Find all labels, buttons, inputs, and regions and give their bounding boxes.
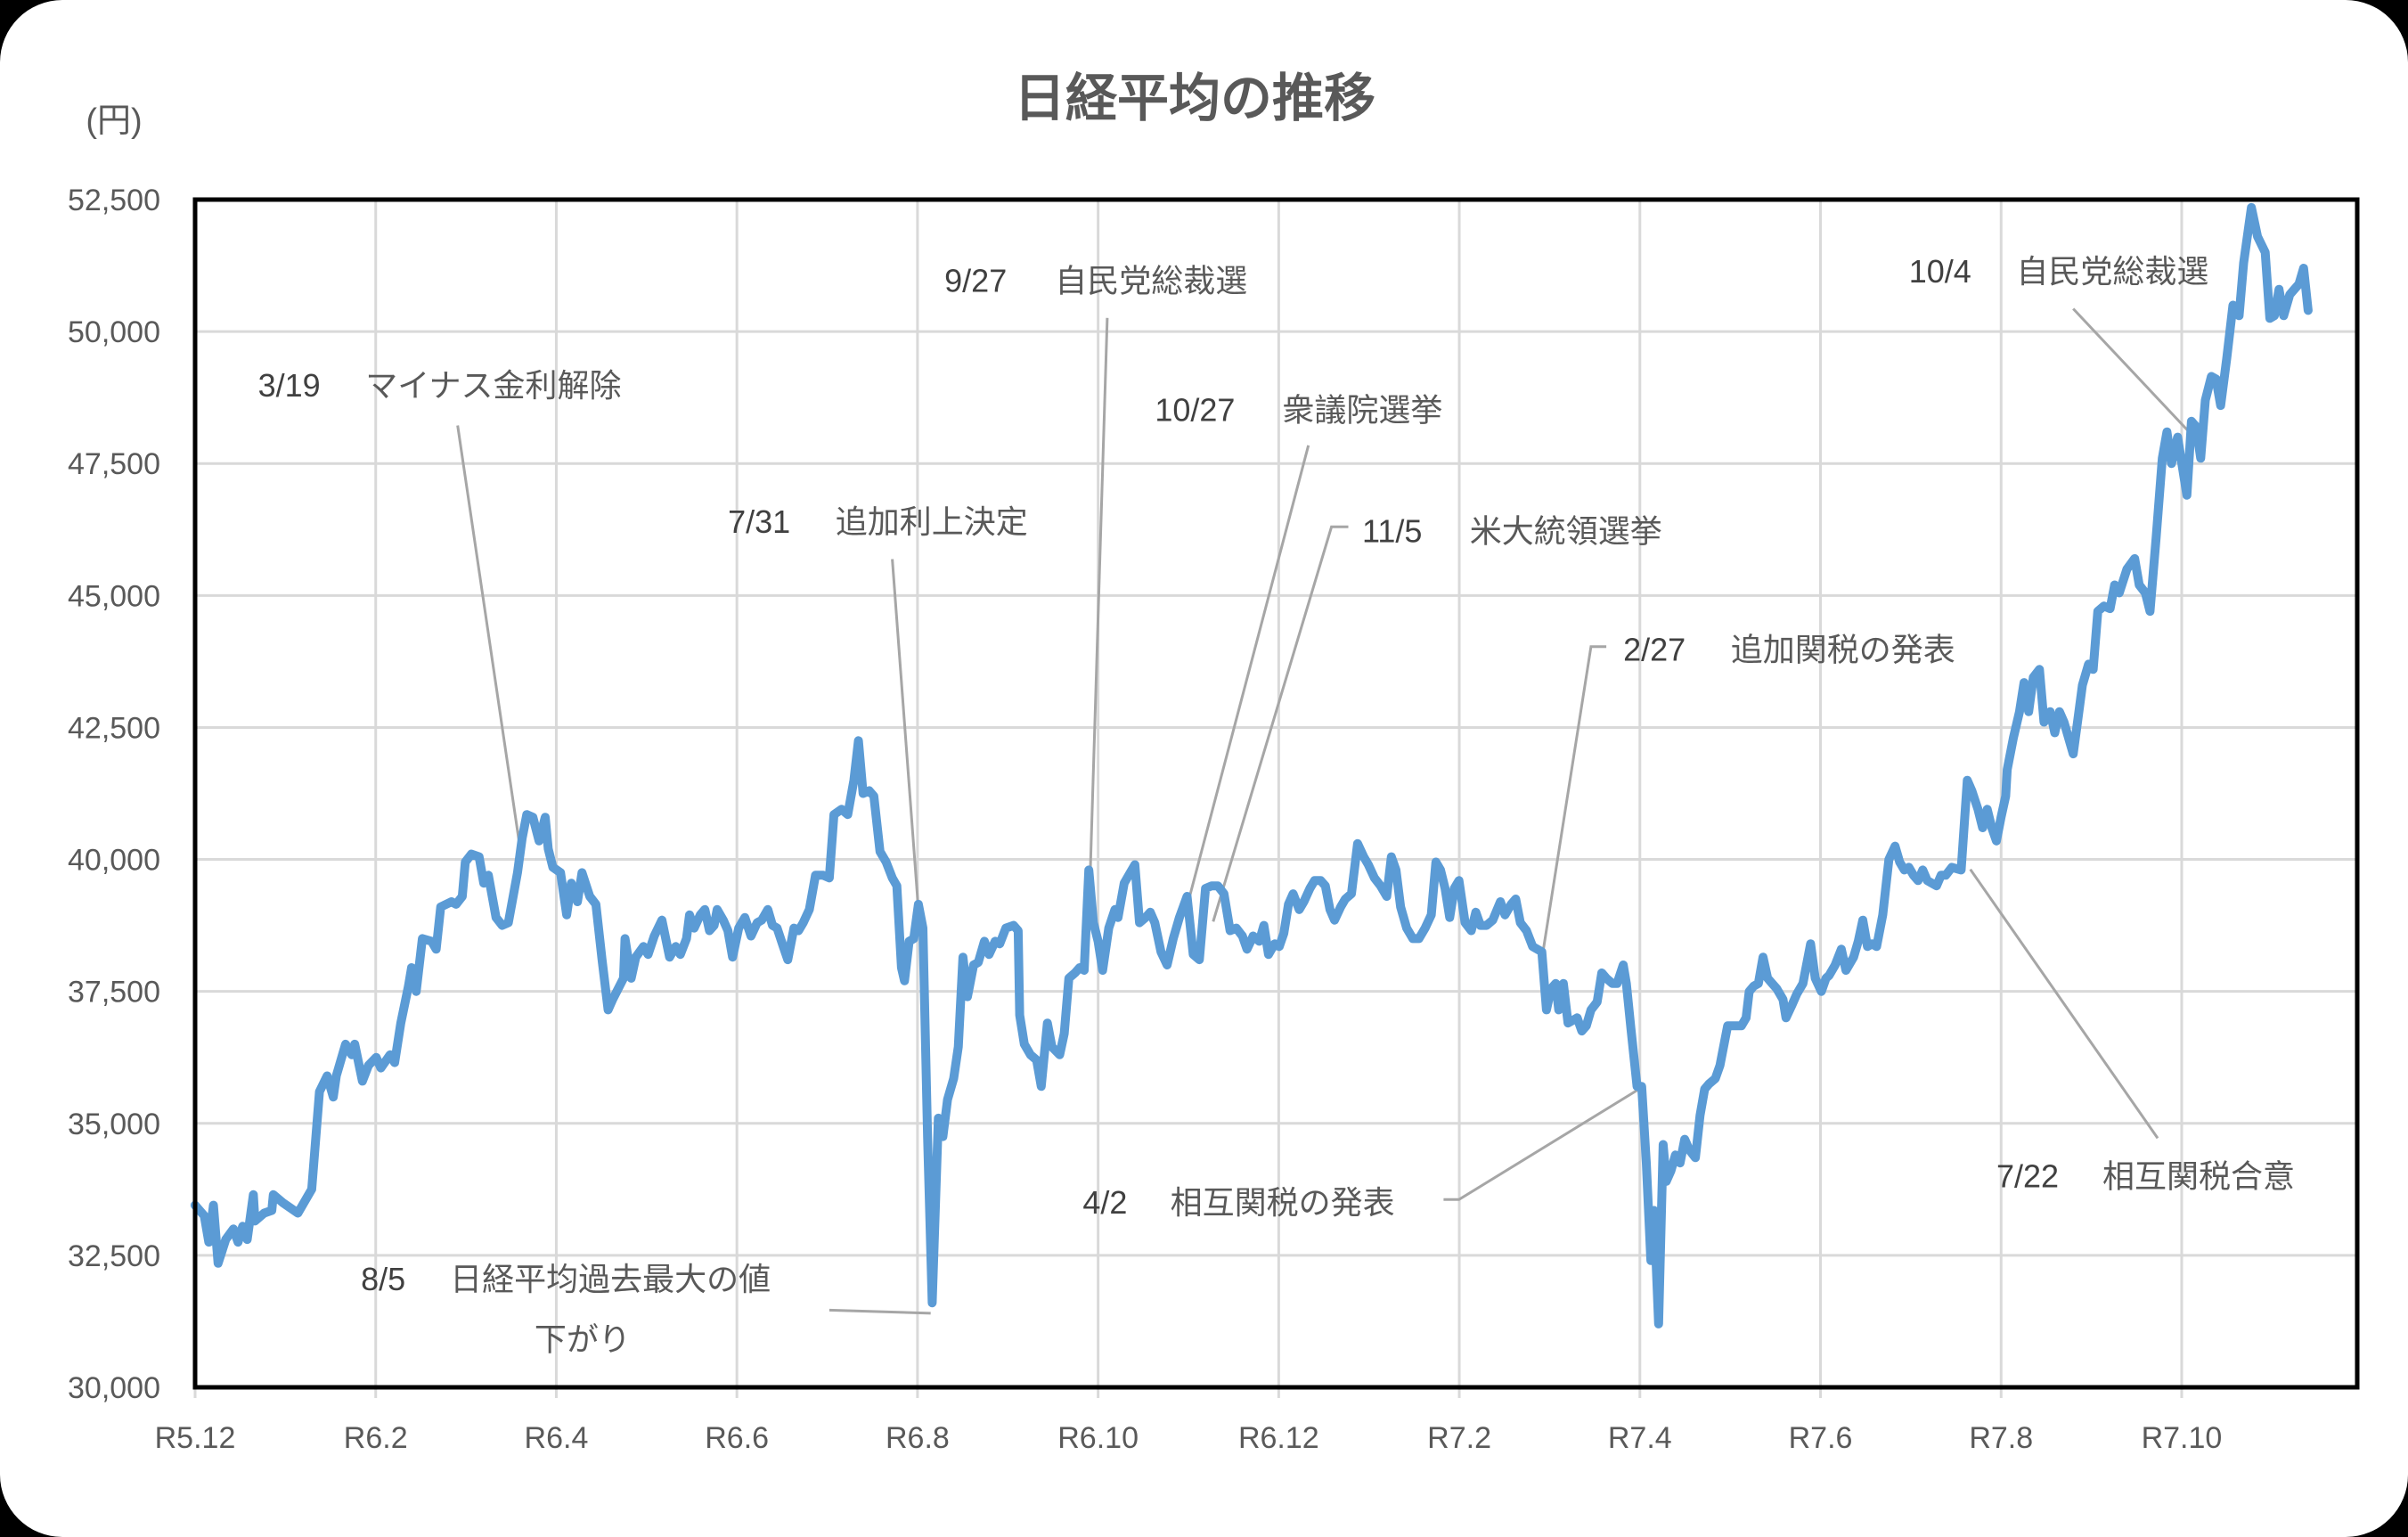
x-tick-label: R7.2 <box>1427 1421 1491 1455</box>
annotation-text: マイナス金利解除 <box>365 368 621 405</box>
y-axis-unit: (円) <box>86 102 142 140</box>
x-tick-label: R6.6 <box>705 1421 769 1455</box>
x-tick-label: R6.12 <box>1238 1421 1319 1455</box>
annotation-text: 日経平均過去最大の値 <box>450 1262 771 1298</box>
annotation-date: 9/27 <box>944 263 1007 299</box>
annotation-date: 7/22 <box>1996 1158 2059 1195</box>
y-tick-label: 42,500 <box>68 711 160 745</box>
x-tick-label: R7.10 <box>2142 1421 2223 1455</box>
x-tick-label: R7.4 <box>1608 1421 1672 1455</box>
x-tick-label: R6.10 <box>1057 1421 1139 1455</box>
annotation-date: 7/31 <box>728 503 790 540</box>
annotation-date: 10/27 <box>1155 391 1235 428</box>
annotation-leader-lines <box>456 307 2198 1315</box>
leader-line <box>1969 868 2159 1140</box>
leader-line <box>2072 307 2198 441</box>
annotation-date: 10/4 <box>1909 253 1971 290</box>
leader-line <box>456 425 521 842</box>
y-tick-label: 35,000 <box>68 1108 160 1141</box>
leader-line <box>1443 1086 1643 1201</box>
y-tick-label: 47,500 <box>68 447 160 481</box>
annotation-text: 自民党総裁選 <box>2016 254 2208 290</box>
annotation-text: 相互関税合意 <box>2102 1159 2295 1196</box>
annotation-date: 4/2 <box>1082 1184 1127 1221</box>
x-tick-label: R7.8 <box>1969 1421 2033 1455</box>
nikkei-series-line <box>190 202 2313 1329</box>
annotation-date: 3/19 <box>258 367 321 404</box>
leader-line <box>1212 525 1349 922</box>
plot-area-frame <box>192 197 2360 1390</box>
leader-line <box>1089 317 1109 871</box>
annotation-text: 衆議院選挙 <box>1282 392 1442 429</box>
annotation-text-line2: 下がり <box>535 1321 631 1358</box>
annotation-date: 2/27 <box>1623 631 1686 667</box>
x-tick-label: R7.6 <box>1789 1421 1853 1455</box>
x-tick-label: R6.2 <box>344 1421 408 1455</box>
leader-line <box>1542 645 1607 950</box>
annotation-text: 相互関税の発表 <box>1171 1185 1395 1222</box>
leader-line <box>1186 445 1310 907</box>
annotation-text: 追加利上決定 <box>836 504 1028 541</box>
leader-line <box>891 559 920 910</box>
y-tick-label: 45,000 <box>68 579 160 613</box>
x-tick-label: R5.12 <box>155 1421 236 1455</box>
x-axis-ticks: R5.12 R6.2 R6.4 R6.6 R6.8 R6.10 R6.12 R7.2 R7.4 R… <box>155 1421 2223 1455</box>
annotation-date: 8/5 <box>361 1261 405 1297</box>
annotation-date: 11/5 <box>1362 513 1422 550</box>
y-axis-ticks: 30,000 32,500 35,000 37,500 40,000 42,500 45,0… <box>68 184 160 1405</box>
y-tick-label: 30,000 <box>68 1371 160 1405</box>
x-tick-label: R6.8 <box>886 1421 950 1455</box>
leader-line <box>829 1308 931 1315</box>
x-tick-label: R6.4 <box>525 1421 589 1455</box>
chart-title: 日経平均の推移 <box>1014 68 1375 128</box>
annotation-text: 自民党総裁選 <box>1055 264 1247 300</box>
y-tick-label: 32,500 <box>68 1239 160 1273</box>
y-tick-label: 50,000 <box>68 315 160 349</box>
y-tick-label: 52,500 <box>68 184 160 217</box>
y-tick-label: 40,000 <box>68 844 160 878</box>
annotation-text: 米大統領選挙 <box>1470 514 1662 551</box>
annotation-text: 追加関税の発表 <box>1731 632 1955 668</box>
y-tick-label: 37,500 <box>68 976 160 1010</box>
